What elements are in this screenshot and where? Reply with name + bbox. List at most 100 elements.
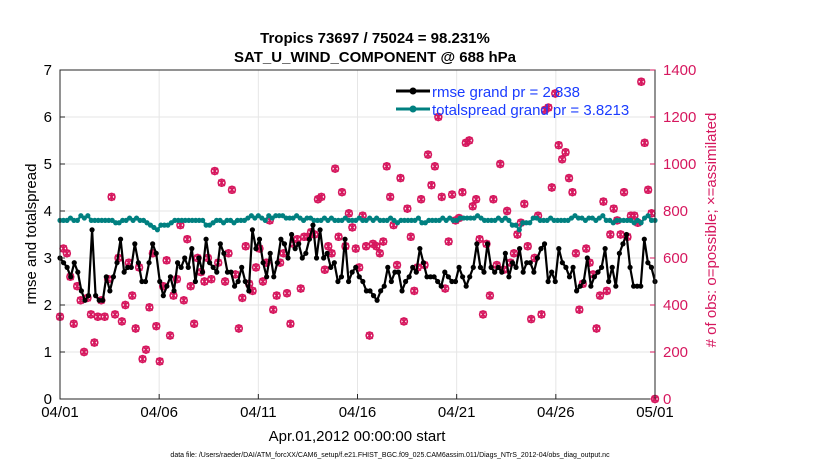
rmse-point (467, 274, 473, 280)
obs-assimilated-marker (376, 249, 384, 258)
rmse-point (623, 231, 630, 238)
rmse-point (477, 264, 484, 270)
obs-count-point (509, 249, 519, 258)
rmse-point (278, 236, 284, 242)
obs-count-point (382, 162, 391, 171)
rmse-point (267, 250, 273, 256)
obs-assimilated-marker (211, 166, 219, 176)
obs-count-point (465, 136, 474, 145)
obs-count-point (437, 192, 446, 202)
rmse-point (392, 269, 398, 275)
series-layer (55, 77, 660, 404)
rmse-point (299, 255, 305, 261)
rmse-point (627, 264, 633, 270)
rmse-point (224, 269, 231, 275)
obs-count-point (131, 324, 140, 333)
obs-count-point (423, 150, 433, 159)
rmse-point (271, 274, 277, 280)
rmse-point (196, 255, 202, 261)
rmse-point (167, 274, 174, 280)
rmse-point (410, 264, 416, 270)
y2-tick-label: 1400 (663, 62, 696, 79)
rmse-point (303, 250, 309, 256)
obs-assimilated-marker (383, 162, 391, 171)
obs-assimilated-marker (321, 265, 329, 274)
obs-count-point (138, 354, 147, 364)
rmse-point (338, 274, 345, 280)
rmse-point (456, 264, 462, 270)
obs-count-point (152, 321, 161, 331)
obs-count-point (599, 197, 608, 206)
obs-count-point (643, 185, 653, 195)
obs-count-point (640, 138, 649, 148)
rmse-point (164, 283, 170, 289)
obs-assimilated-marker (70, 319, 78, 328)
rmse-point (566, 274, 573, 280)
rmse-point (388, 278, 394, 285)
rmse-point (125, 264, 131, 270)
rmse-point (474, 241, 480, 247)
rmse-point (274, 260, 280, 266)
legend: rmse grand pr = 2.838 totalspread grand … (396, 84, 629, 119)
y-tick-label: 0 (44, 391, 52, 408)
obs-count-point (251, 263, 261, 272)
obs-count-point (351, 244, 360, 253)
obs-assimilated-marker (410, 286, 418, 296)
rmse-point (228, 269, 234, 275)
obs-assimilated-marker (554, 141, 563, 150)
obs-assimilated-marker (283, 289, 291, 298)
rmse-point (135, 260, 141, 266)
obs-assimilated-marker (338, 188, 346, 197)
obs-count-point (571, 249, 581, 258)
rmse-point (413, 269, 419, 275)
obs-count-point (100, 312, 109, 321)
totalspread-point (74, 217, 80, 223)
rmse-point (570, 264, 576, 270)
obs-count-point (107, 192, 116, 202)
rmse-point (449, 278, 455, 285)
rmse-point (306, 236, 313, 242)
obs-count-point (210, 166, 219, 176)
totalspread-point (600, 213, 606, 219)
obs-assimilated-marker (348, 223, 357, 232)
obs-assimilated-marker (138, 354, 147, 364)
rmse-point (317, 227, 323, 233)
obs-assimilated-marker (603, 286, 611, 296)
rmse-point (214, 269, 220, 275)
obs-count-point (582, 244, 591, 253)
totalspread-point (638, 220, 644, 226)
obs-count-point (186, 282, 195, 291)
obs-assimilated-marker (269, 305, 277, 314)
obs-assimilated-marker (503, 206, 511, 216)
obs-assimilated-marker (417, 195, 425, 204)
y-tick-label: 5 (44, 156, 52, 173)
y2-tick-label: 1000 (663, 156, 696, 173)
rmse-point (349, 269, 355, 275)
rmse-point (203, 236, 209, 242)
y-axis-label: rmse and totalspread (23, 164, 40, 305)
legend-spread-marker (409, 105, 417, 113)
obs-count-point (544, 103, 553, 112)
rmse-point (114, 260, 120, 266)
obs-count-point (372, 242, 381, 251)
obs-count-point (110, 310, 120, 319)
totalspread-point (645, 213, 651, 219)
obs-count-point (121, 300, 130, 310)
obs-assimilated-marker (575, 305, 584, 314)
rmse-point (435, 278, 441, 285)
obs-count-point (478, 310, 488, 319)
obs-count-point (471, 195, 481, 204)
rmse-point (117, 236, 124, 242)
obs-assimilated-marker (496, 159, 504, 169)
rmse-point (488, 264, 494, 270)
obs-assimilated-marker (94, 312, 102, 321)
obs-assimilated-marker (537, 310, 546, 319)
rmse-point (538, 246, 544, 252)
rmse-line (59, 224, 657, 302)
rmse-point (424, 274, 430, 280)
rmse-point (217, 241, 223, 247)
rmse-point (174, 260, 181, 266)
obs-count-point (568, 188, 577, 197)
obs-assimilated-marker (489, 195, 498, 204)
obs-assimilated-marker (465, 136, 474, 145)
